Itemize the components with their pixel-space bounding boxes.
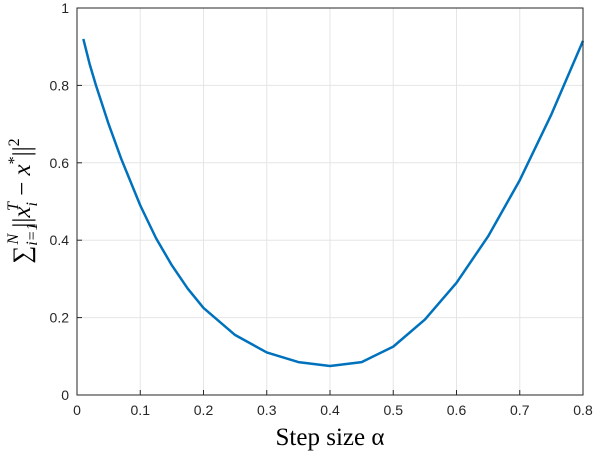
y-axis-label-part: || xyxy=(9,146,36,156)
y-axis-label-part: ∑ xyxy=(9,246,36,264)
x-tick-label: 0.3 xyxy=(257,402,277,418)
y-axis-label-part: x xyxy=(9,164,36,176)
y-tick-label: 0.6 xyxy=(50,155,70,171)
y-tick-label: 0.2 xyxy=(50,310,70,326)
y-tick-label: 0.8 xyxy=(50,77,70,93)
x-tick-label: 0.6 xyxy=(447,402,467,418)
x-tick-label: 0.7 xyxy=(510,402,530,418)
y-axis-label-part: − xyxy=(9,176,36,203)
y-tick-label: 1 xyxy=(61,0,69,16)
x-tick-label: 0.5 xyxy=(384,402,404,418)
x-tick-label: 0.4 xyxy=(320,402,340,418)
x-axis-label: Step size α xyxy=(276,424,385,451)
y-axis-label-part: T xyxy=(5,201,22,211)
y-axis-label-part: * xyxy=(6,156,23,164)
x-tick-label: 0.1 xyxy=(131,402,151,418)
x-tick-label: 0 xyxy=(73,402,81,418)
y-axis-label: ∑i=1N ||xiT − x*||2 xyxy=(5,138,41,263)
y-axis-label-part: || xyxy=(9,218,36,234)
y-axis-label-part: 2 xyxy=(6,138,23,146)
line-series xyxy=(82,38,585,368)
axes-box xyxy=(76,7,584,396)
y-tick-label: 0 xyxy=(61,387,69,403)
y-axis-label-part: N xyxy=(5,233,22,246)
x-tick-label: 0.2 xyxy=(194,402,214,418)
y-tick-label: 0.4 xyxy=(50,232,70,248)
y-axis-label-part: i xyxy=(24,202,41,206)
y-axis-label-part: x xyxy=(9,206,36,218)
x-tick-label: 0.8 xyxy=(573,402,593,418)
y-axis-label-part: i=1 xyxy=(24,223,41,246)
